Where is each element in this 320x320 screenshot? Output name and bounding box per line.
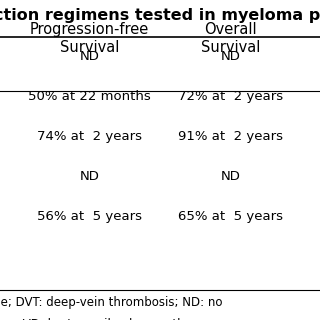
Text: Overall
Survival: Overall Survival xyxy=(201,22,260,55)
Text: 74% at  2 years: 74% at 2 years xyxy=(37,130,142,142)
Text: 72% at  2 years: 72% at 2 years xyxy=(178,90,283,102)
Text: ND: ND xyxy=(80,170,100,182)
Text: 56% at  5 years: 56% at 5 years xyxy=(37,210,142,222)
Text: ND: ND xyxy=(220,170,240,182)
Text: 50% at 22 months: 50% at 22 months xyxy=(28,90,151,102)
Text: ND: ND xyxy=(80,50,100,62)
Text: ction regimens tested in myeloma patien: ction regimens tested in myeloma patien xyxy=(0,8,320,23)
Text: ND: ND xyxy=(220,50,240,62)
Text: 91% at  2 years: 91% at 2 years xyxy=(178,130,283,142)
Text: sone; VD: bortezomib+dexamethasone;: sone; VD: bortezomib+dexamethasone; xyxy=(0,318,224,320)
Text: 65% at  5 years: 65% at 5 years xyxy=(178,210,283,222)
Text: nse; DVT: deep-vein thrombosis; ND: no: nse; DVT: deep-vein thrombosis; ND: no xyxy=(0,296,223,309)
Text: Progression-free
Survival: Progression-free Survival xyxy=(30,22,149,55)
